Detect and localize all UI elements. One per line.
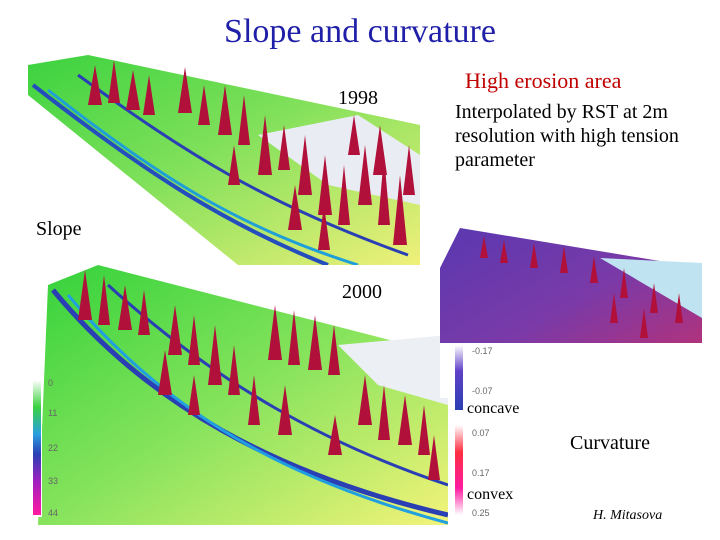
slope-color-legend [33, 380, 41, 515]
slope-legend-tick: 11 [48, 408, 58, 418]
curvature-legend-tick: 0.25 [472, 508, 490, 518]
high-erosion-heading: High erosion area [465, 68, 622, 93]
concave-label: concave [467, 400, 520, 417]
convex-label: convex [467, 486, 514, 503]
convex-color-legend [455, 425, 463, 515]
slope-legend-tick: 22 [48, 443, 59, 453]
slope-legend-tick: 33 [48, 476, 59, 486]
concave-color-legend [455, 345, 463, 410]
curvature-terrain-image [440, 228, 702, 398]
curvature-legend-tick: 0.17 [472, 468, 490, 478]
year-2000-label: 2000 [342, 281, 382, 303]
year-1998-label: 1998 [338, 87, 378, 109]
curvature-legend-tick: -0.07 [472, 386, 493, 396]
curvature-legend-tick: -0.17 [472, 346, 493, 356]
curvature-legend-tick: 0.07 [472, 428, 490, 438]
slope-2000-terrain-image [32, 265, 448, 525]
slide-title: Slope and curvature [224, 13, 496, 50]
slope-legend-tick: 44 [48, 508, 59, 518]
curvature-label: Curvature [570, 432, 650, 454]
author-credit: H. Mitasova [593, 508, 663, 523]
interpolation-note: Interpolated by RST at 2m resolution wit… [455, 101, 679, 171]
slope-label: Slope [36, 218, 82, 240]
slope-1998-terrain-image [28, 55, 420, 265]
slope-legend-tick: 0 [48, 378, 54, 388]
